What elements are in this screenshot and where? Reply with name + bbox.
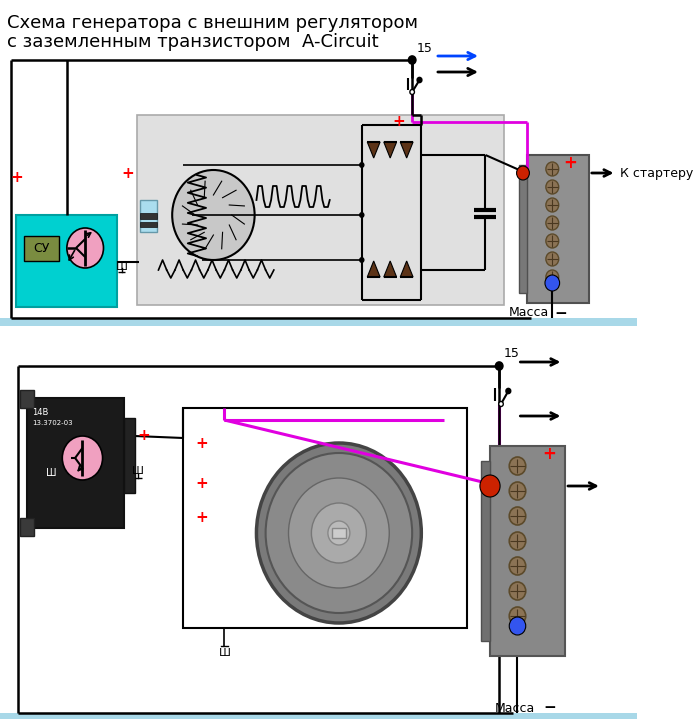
Circle shape: [62, 436, 102, 480]
Bar: [27, 398, 124, 528]
Circle shape: [546, 180, 559, 194]
Bar: [17, 215, 117, 307]
Circle shape: [496, 362, 503, 370]
Text: +: +: [122, 165, 134, 180]
Bar: [481, 461, 490, 641]
Text: 15: 15: [417, 42, 433, 55]
Bar: [140, 213, 157, 219]
Circle shape: [546, 270, 559, 284]
Text: К стартеру: К стартеру: [620, 167, 693, 180]
Circle shape: [328, 521, 350, 545]
Circle shape: [509, 532, 525, 550]
Text: +: +: [543, 445, 557, 463]
Circle shape: [359, 212, 365, 218]
Bar: [24, 236, 58, 261]
Bar: [137, 115, 504, 305]
Circle shape: [417, 78, 422, 83]
Polygon shape: [367, 261, 380, 277]
Circle shape: [509, 457, 525, 475]
Circle shape: [506, 388, 511, 393]
Bar: [490, 446, 565, 656]
Text: 15: 15: [504, 347, 520, 360]
Text: +: +: [392, 114, 405, 129]
Circle shape: [509, 507, 525, 525]
Polygon shape: [400, 261, 413, 277]
Polygon shape: [400, 142, 413, 158]
Circle shape: [172, 170, 255, 260]
Circle shape: [480, 475, 500, 497]
Circle shape: [256, 443, 421, 623]
Circle shape: [311, 503, 366, 563]
Bar: [20, 518, 34, 536]
Bar: [527, 155, 589, 303]
Text: −: −: [554, 306, 567, 321]
Text: +: +: [195, 475, 208, 490]
Text: СУ: СУ: [33, 242, 49, 255]
Circle shape: [546, 162, 559, 176]
Text: Схема генератора с внешним регулятором: Схема генератора с внешним регулятором: [8, 14, 418, 32]
Circle shape: [546, 234, 559, 248]
Circle shape: [359, 257, 365, 263]
Circle shape: [509, 482, 525, 500]
Text: +: +: [564, 154, 578, 172]
Bar: [0, 318, 638, 326]
Circle shape: [545, 275, 560, 291]
Bar: [124, 418, 134, 493]
Bar: [519, 165, 527, 293]
Text: −: −: [543, 700, 556, 715]
Circle shape: [546, 216, 559, 230]
Text: Ш   +: Ш +: [46, 468, 74, 478]
Bar: [183, 408, 467, 628]
Bar: [0, 713, 638, 719]
Circle shape: [509, 607, 525, 625]
Bar: [20, 390, 34, 408]
Circle shape: [499, 401, 503, 406]
Text: с заземленным транзистором  A-Circuit: с заземленным транзистором A-Circuit: [8, 33, 379, 51]
Circle shape: [289, 478, 389, 588]
Circle shape: [266, 453, 412, 613]
Circle shape: [509, 557, 525, 575]
Text: 14В: 14В: [32, 408, 49, 417]
Circle shape: [509, 617, 525, 635]
Circle shape: [516, 166, 530, 180]
Text: +: +: [195, 510, 208, 526]
Circle shape: [410, 89, 414, 94]
Bar: [331, 528, 346, 538]
Bar: [140, 200, 157, 232]
Circle shape: [67, 228, 104, 268]
Text: +: +: [137, 429, 150, 444]
Text: Масса: Масса: [495, 702, 535, 715]
Polygon shape: [367, 142, 380, 158]
Text: Ш: Ш: [132, 466, 144, 476]
Polygon shape: [383, 261, 397, 277]
Text: +: +: [10, 170, 23, 186]
Polygon shape: [383, 142, 397, 158]
Circle shape: [509, 582, 525, 600]
Circle shape: [546, 252, 559, 266]
Circle shape: [546, 198, 559, 212]
Text: Ш: Ш: [116, 262, 128, 272]
Text: Масса: Масса: [508, 306, 548, 319]
Circle shape: [409, 56, 416, 64]
Text: +: +: [195, 436, 208, 451]
Bar: [140, 222, 157, 227]
Text: 13.3702-03: 13.3702-03: [32, 420, 72, 426]
Text: Ш: Ш: [219, 648, 230, 658]
Circle shape: [359, 162, 365, 168]
